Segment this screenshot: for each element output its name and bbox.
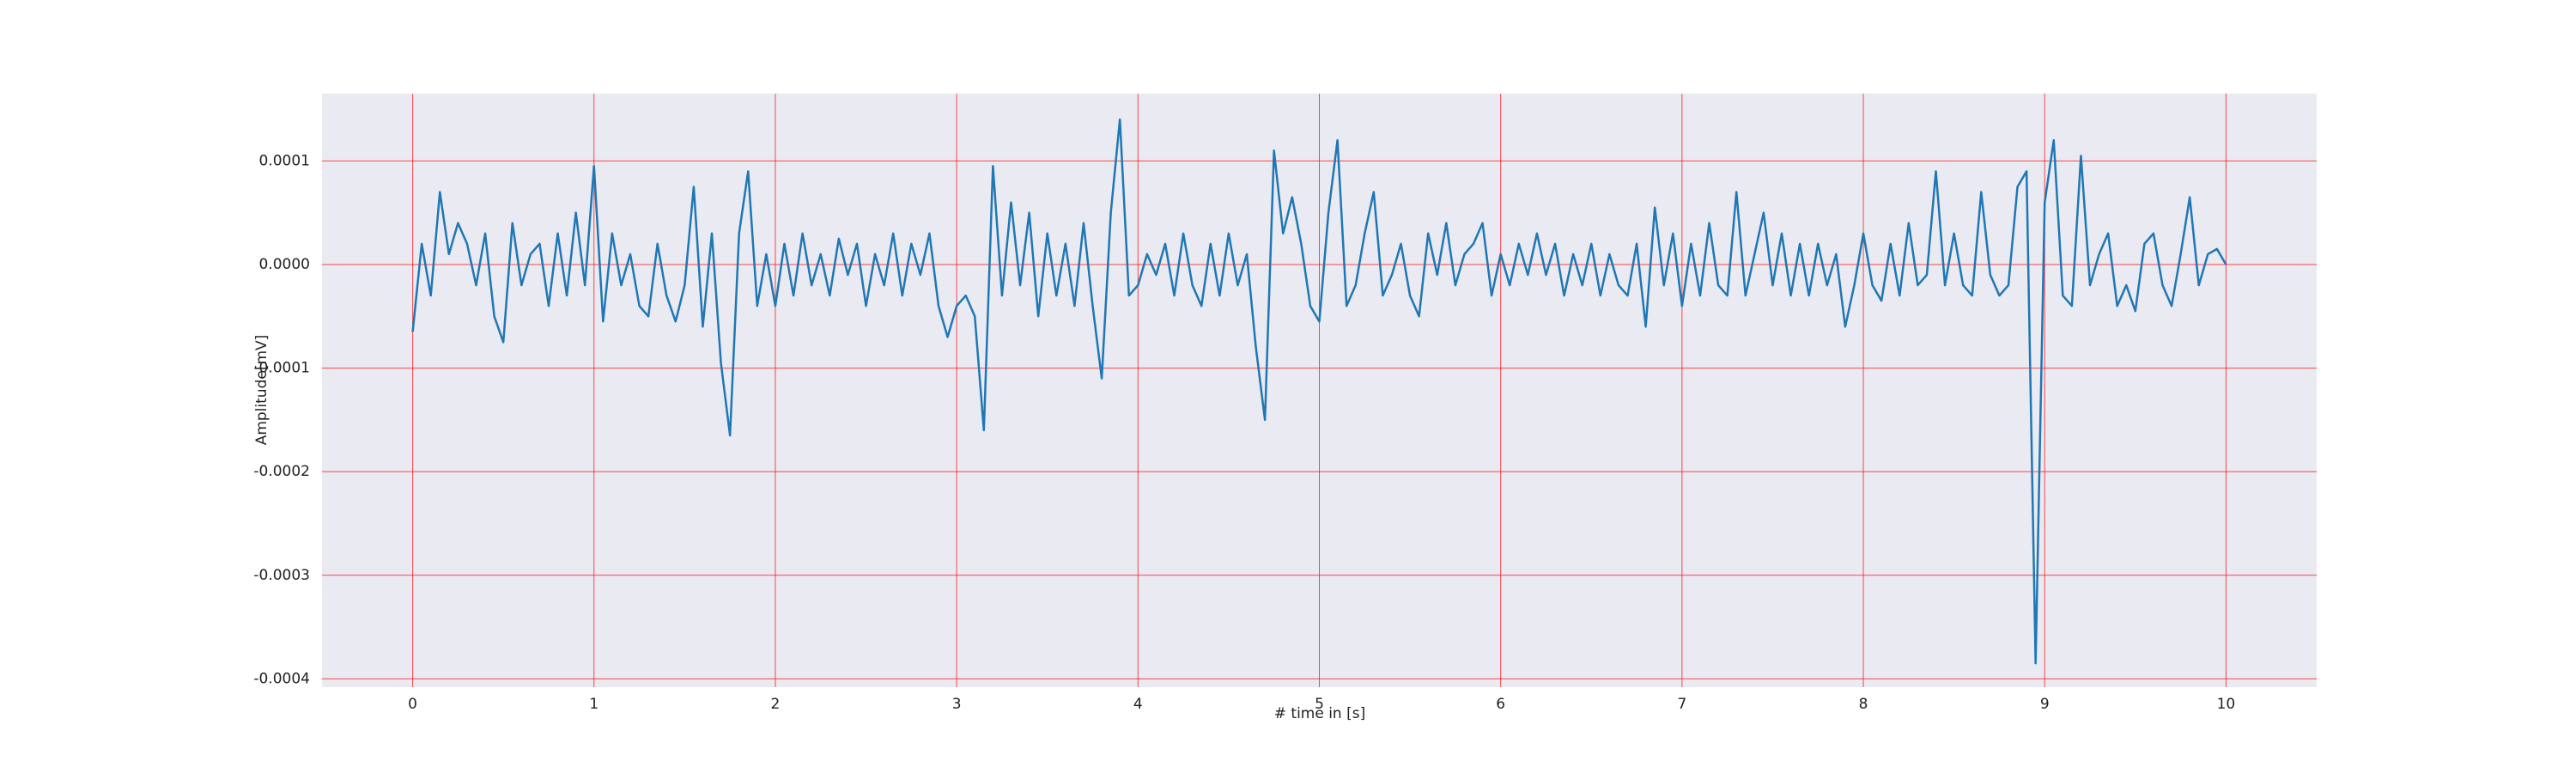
x-tick-label: 2 (771, 696, 781, 713)
x-tick-label: 1 (589, 696, 598, 713)
x-tick-label: 0 (408, 696, 417, 713)
x-tick-label: 4 (1133, 696, 1143, 713)
x-tick-label: 3 (952, 696, 962, 713)
x-tick-label: 6 (1496, 696, 1505, 713)
x-tick-label: 5 (1315, 696, 1324, 713)
x-tick-label: 9 (2040, 696, 2050, 713)
y-tick-label: -0.0001 (253, 360, 310, 377)
y-tick-label: -0.0002 (253, 463, 310, 480)
y-tick-label: 0.0001 (259, 152, 310, 169)
y-axis-label: Amplitude[mV] (253, 335, 270, 446)
x-axis-label: # time in [s] (1274, 705, 1365, 722)
series-line (411, 118, 2227, 665)
y-tick-label: 0.0000 (259, 256, 310, 273)
y-tick-label: -0.0004 (253, 670, 310, 687)
y-tick-label: -0.0003 (253, 567, 310, 584)
x-tick-label: 7 (1677, 696, 1686, 713)
x-tick-label: 8 (1859, 696, 1868, 713)
x-tick-label: 10 (2217, 696, 2236, 713)
